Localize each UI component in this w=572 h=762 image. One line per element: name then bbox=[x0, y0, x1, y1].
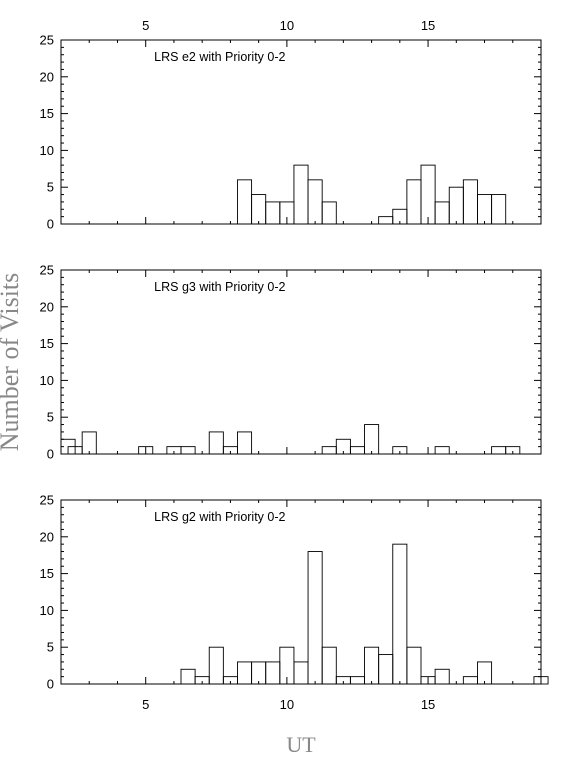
histogram-bin bbox=[208, 646, 224, 685]
y-tick-label: 20 bbox=[40, 69, 54, 84]
histogram-bin bbox=[477, 194, 493, 225]
histogram-bin bbox=[462, 179, 478, 225]
histogram-bin bbox=[434, 201, 450, 225]
y-tick-label: 25 bbox=[40, 263, 54, 278]
y-tick-label: 10 bbox=[40, 603, 54, 618]
x-tick-label-top: 15 bbox=[421, 18, 435, 33]
x-tick-label-top: 5 bbox=[142, 18, 149, 33]
x-tick-label-top: 10 bbox=[280, 18, 294, 33]
y-tick-label: 15 bbox=[40, 566, 54, 581]
histogram-bin bbox=[321, 446, 337, 455]
histogram-bin bbox=[307, 551, 323, 685]
y-tick-label: 0 bbox=[47, 217, 54, 232]
histogram-bin bbox=[237, 431, 253, 455]
y-tick-label: 5 bbox=[47, 180, 54, 195]
histogram-bin bbox=[434, 446, 450, 455]
plot-frame bbox=[60, 269, 542, 455]
panel-annotation: LRS e2 with Priority 0-2 bbox=[154, 50, 285, 64]
histogram-panel-2: 0 5 10 15 20 25 LRS g3 with Priority 0-2 bbox=[40, 263, 542, 462]
y-tick-label: 15 bbox=[40, 106, 54, 121]
x-tick-label-bottom: 15 bbox=[421, 697, 435, 712]
histogram-bin bbox=[349, 676, 365, 685]
histogram-bin bbox=[138, 446, 154, 455]
histogram-bin bbox=[392, 543, 408, 685]
histogram-bin bbox=[364, 646, 380, 685]
histogram-bin bbox=[321, 646, 337, 685]
histogram-bin bbox=[392, 446, 408, 455]
y-tick-label: 0 bbox=[47, 677, 54, 692]
y-tick-label: 15 bbox=[40, 336, 54, 351]
histogram-bin bbox=[237, 661, 253, 685]
x-tick-label-bottom: 10 bbox=[280, 697, 294, 712]
histogram-panel-1: 0 5 10 15 20 25 5 10 15 LRS e2 with Priority 0-2 bbox=[40, 18, 542, 232]
y-tick-label: 0 bbox=[47, 447, 54, 462]
histogram-bin bbox=[349, 446, 365, 455]
histogram-bin bbox=[406, 646, 422, 685]
y-tick-label: 25 bbox=[40, 33, 54, 48]
plot-frame bbox=[60, 39, 542, 225]
plot-frame bbox=[60, 499, 542, 685]
histogram-bin bbox=[208, 431, 224, 455]
histogram-bin bbox=[237, 179, 253, 225]
histogram-bin bbox=[81, 431, 97, 455]
y-tick-label: 10 bbox=[40, 373, 54, 388]
histogram-bin bbox=[533, 676, 549, 685]
histogram-bin bbox=[293, 164, 309, 225]
histogram-bin bbox=[265, 201, 281, 225]
y-tick-label: 10 bbox=[40, 143, 54, 158]
histogram-bin bbox=[251, 661, 267, 685]
histogram-bin bbox=[378, 654, 394, 685]
histogram-bin bbox=[491, 194, 507, 225]
histogram-bin bbox=[180, 446, 196, 455]
histogram-bin bbox=[448, 186, 464, 225]
histogram-bin bbox=[265, 661, 281, 685]
histogram-bin bbox=[462, 676, 478, 685]
y-tick-label: 20 bbox=[40, 299, 54, 314]
histogram-bin bbox=[251, 194, 267, 225]
y-tick-label: 5 bbox=[47, 640, 54, 655]
panel-annotation: LRS g3 with Priority 0-2 bbox=[154, 280, 285, 294]
histogram-bin bbox=[321, 201, 337, 225]
histogram-bin bbox=[477, 661, 493, 685]
histogram-bin bbox=[293, 661, 309, 685]
histogram-bin bbox=[491, 446, 507, 455]
x-tick-label-bottom: 5 bbox=[142, 697, 149, 712]
histogram-bin bbox=[378, 216, 394, 225]
panel-annotation: LRS g2 with Priority 0-2 bbox=[154, 510, 285, 524]
y-axis-label: Number of Visits bbox=[0, 273, 24, 452]
histogram-bin bbox=[406, 179, 422, 225]
histogram-bin bbox=[180, 668, 196, 685]
histogram-bin bbox=[434, 668, 450, 685]
histogram-bin bbox=[364, 424, 380, 455]
histogram-bin bbox=[420, 164, 436, 225]
histogram-bin bbox=[505, 446, 521, 455]
x-axis-label: UT bbox=[286, 732, 316, 757]
y-tick-label: 25 bbox=[40, 493, 54, 508]
y-tick-label: 20 bbox=[40, 529, 54, 544]
y-tick-label: 5 bbox=[47, 410, 54, 425]
histogram-bin bbox=[307, 179, 323, 225]
histogram-panel-3: 0 5 10 15 20 25 5 10 15 LRS g2 with Priority 0-2 bbox=[40, 493, 549, 712]
